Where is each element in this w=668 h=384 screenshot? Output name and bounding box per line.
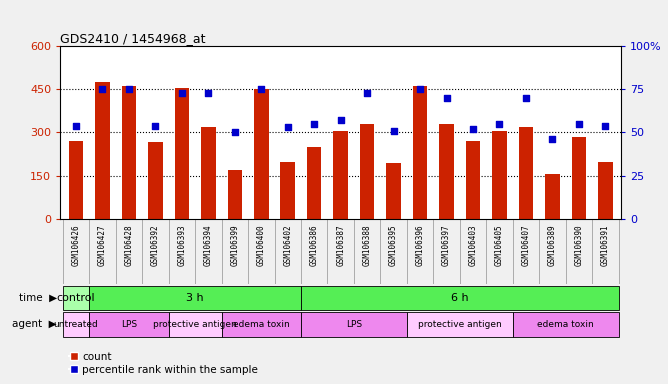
Text: GSM106390: GSM106390 xyxy=(574,224,583,266)
Point xyxy=(150,122,161,129)
Point xyxy=(600,122,611,129)
Bar xyxy=(301,313,407,336)
Point xyxy=(494,121,505,127)
Bar xyxy=(228,170,242,219)
Point xyxy=(71,122,81,129)
Text: GSM106399: GSM106399 xyxy=(230,224,239,266)
Text: GSM106387: GSM106387 xyxy=(336,224,345,266)
Text: GSM106392: GSM106392 xyxy=(151,224,160,266)
Text: GSM106395: GSM106395 xyxy=(389,224,398,266)
Bar xyxy=(545,174,560,219)
Bar xyxy=(307,147,321,219)
Bar xyxy=(281,162,295,219)
Point xyxy=(388,127,399,134)
Text: GSM106389: GSM106389 xyxy=(548,224,557,266)
Text: GSM106396: GSM106396 xyxy=(415,224,425,266)
Bar xyxy=(518,127,533,219)
Bar xyxy=(122,86,136,219)
Text: GSM106402: GSM106402 xyxy=(283,224,292,266)
Text: GSM106428: GSM106428 xyxy=(124,224,134,266)
Bar xyxy=(386,163,401,219)
Text: protective antigen: protective antigen xyxy=(153,320,237,329)
Point xyxy=(547,136,558,142)
Text: GSM106407: GSM106407 xyxy=(522,224,530,266)
Point xyxy=(335,118,346,124)
Point xyxy=(97,86,108,92)
Point xyxy=(230,129,240,136)
Bar xyxy=(174,88,189,219)
Bar xyxy=(301,286,619,310)
Text: edema toxin: edema toxin xyxy=(233,320,290,329)
Point xyxy=(176,90,187,96)
Bar xyxy=(466,141,480,219)
Text: GSM106391: GSM106391 xyxy=(601,224,610,266)
Point xyxy=(520,95,531,101)
Bar xyxy=(90,313,168,336)
Point xyxy=(256,86,267,92)
Text: GSM106426: GSM106426 xyxy=(71,224,81,266)
Bar xyxy=(96,82,110,219)
Bar xyxy=(360,124,375,219)
Bar xyxy=(69,141,84,219)
Text: LPS: LPS xyxy=(121,320,137,329)
Bar xyxy=(63,286,90,310)
Text: control: control xyxy=(57,293,96,303)
Text: GSM106388: GSM106388 xyxy=(363,224,371,266)
Point xyxy=(441,95,452,101)
Text: GSM106393: GSM106393 xyxy=(178,224,186,266)
Point xyxy=(362,90,373,96)
Text: untreated: untreated xyxy=(53,320,98,329)
Text: protective antigen: protective antigen xyxy=(418,320,502,329)
Bar xyxy=(333,131,348,219)
Bar xyxy=(148,142,163,219)
Text: edema toxin: edema toxin xyxy=(537,320,594,329)
Bar xyxy=(90,286,301,310)
Bar xyxy=(168,313,222,336)
Bar xyxy=(407,313,513,336)
Text: GSM106400: GSM106400 xyxy=(257,224,266,266)
Text: GSM106427: GSM106427 xyxy=(98,224,107,266)
Point xyxy=(574,121,584,127)
Point xyxy=(203,90,214,96)
Text: time  ▶: time ▶ xyxy=(19,293,57,303)
Legend: count, percentile rank within the sample: count, percentile rank within the sample xyxy=(65,348,262,379)
Text: GSM106403: GSM106403 xyxy=(468,224,478,266)
Bar xyxy=(413,86,428,219)
Bar xyxy=(201,127,216,219)
Text: 3 h: 3 h xyxy=(186,293,204,303)
Bar xyxy=(440,124,454,219)
Bar xyxy=(63,313,90,336)
Text: GSM106394: GSM106394 xyxy=(204,224,213,266)
Text: LPS: LPS xyxy=(346,320,362,329)
Text: agent  ▶: agent ▶ xyxy=(12,319,57,329)
Point xyxy=(124,86,134,92)
Text: GSM106386: GSM106386 xyxy=(310,224,319,266)
Text: 6 h: 6 h xyxy=(451,293,468,303)
Point xyxy=(468,126,478,132)
Point xyxy=(283,124,293,131)
Bar xyxy=(513,313,619,336)
Text: GSM106405: GSM106405 xyxy=(495,224,504,266)
Point xyxy=(415,86,426,92)
Text: GSM106397: GSM106397 xyxy=(442,224,451,266)
Bar xyxy=(492,131,507,219)
Point xyxy=(309,121,319,127)
Bar xyxy=(598,162,613,219)
Bar xyxy=(222,313,301,336)
Text: GDS2410 / 1454968_at: GDS2410 / 1454968_at xyxy=(60,32,206,45)
Bar xyxy=(254,89,269,219)
Bar xyxy=(572,137,587,219)
